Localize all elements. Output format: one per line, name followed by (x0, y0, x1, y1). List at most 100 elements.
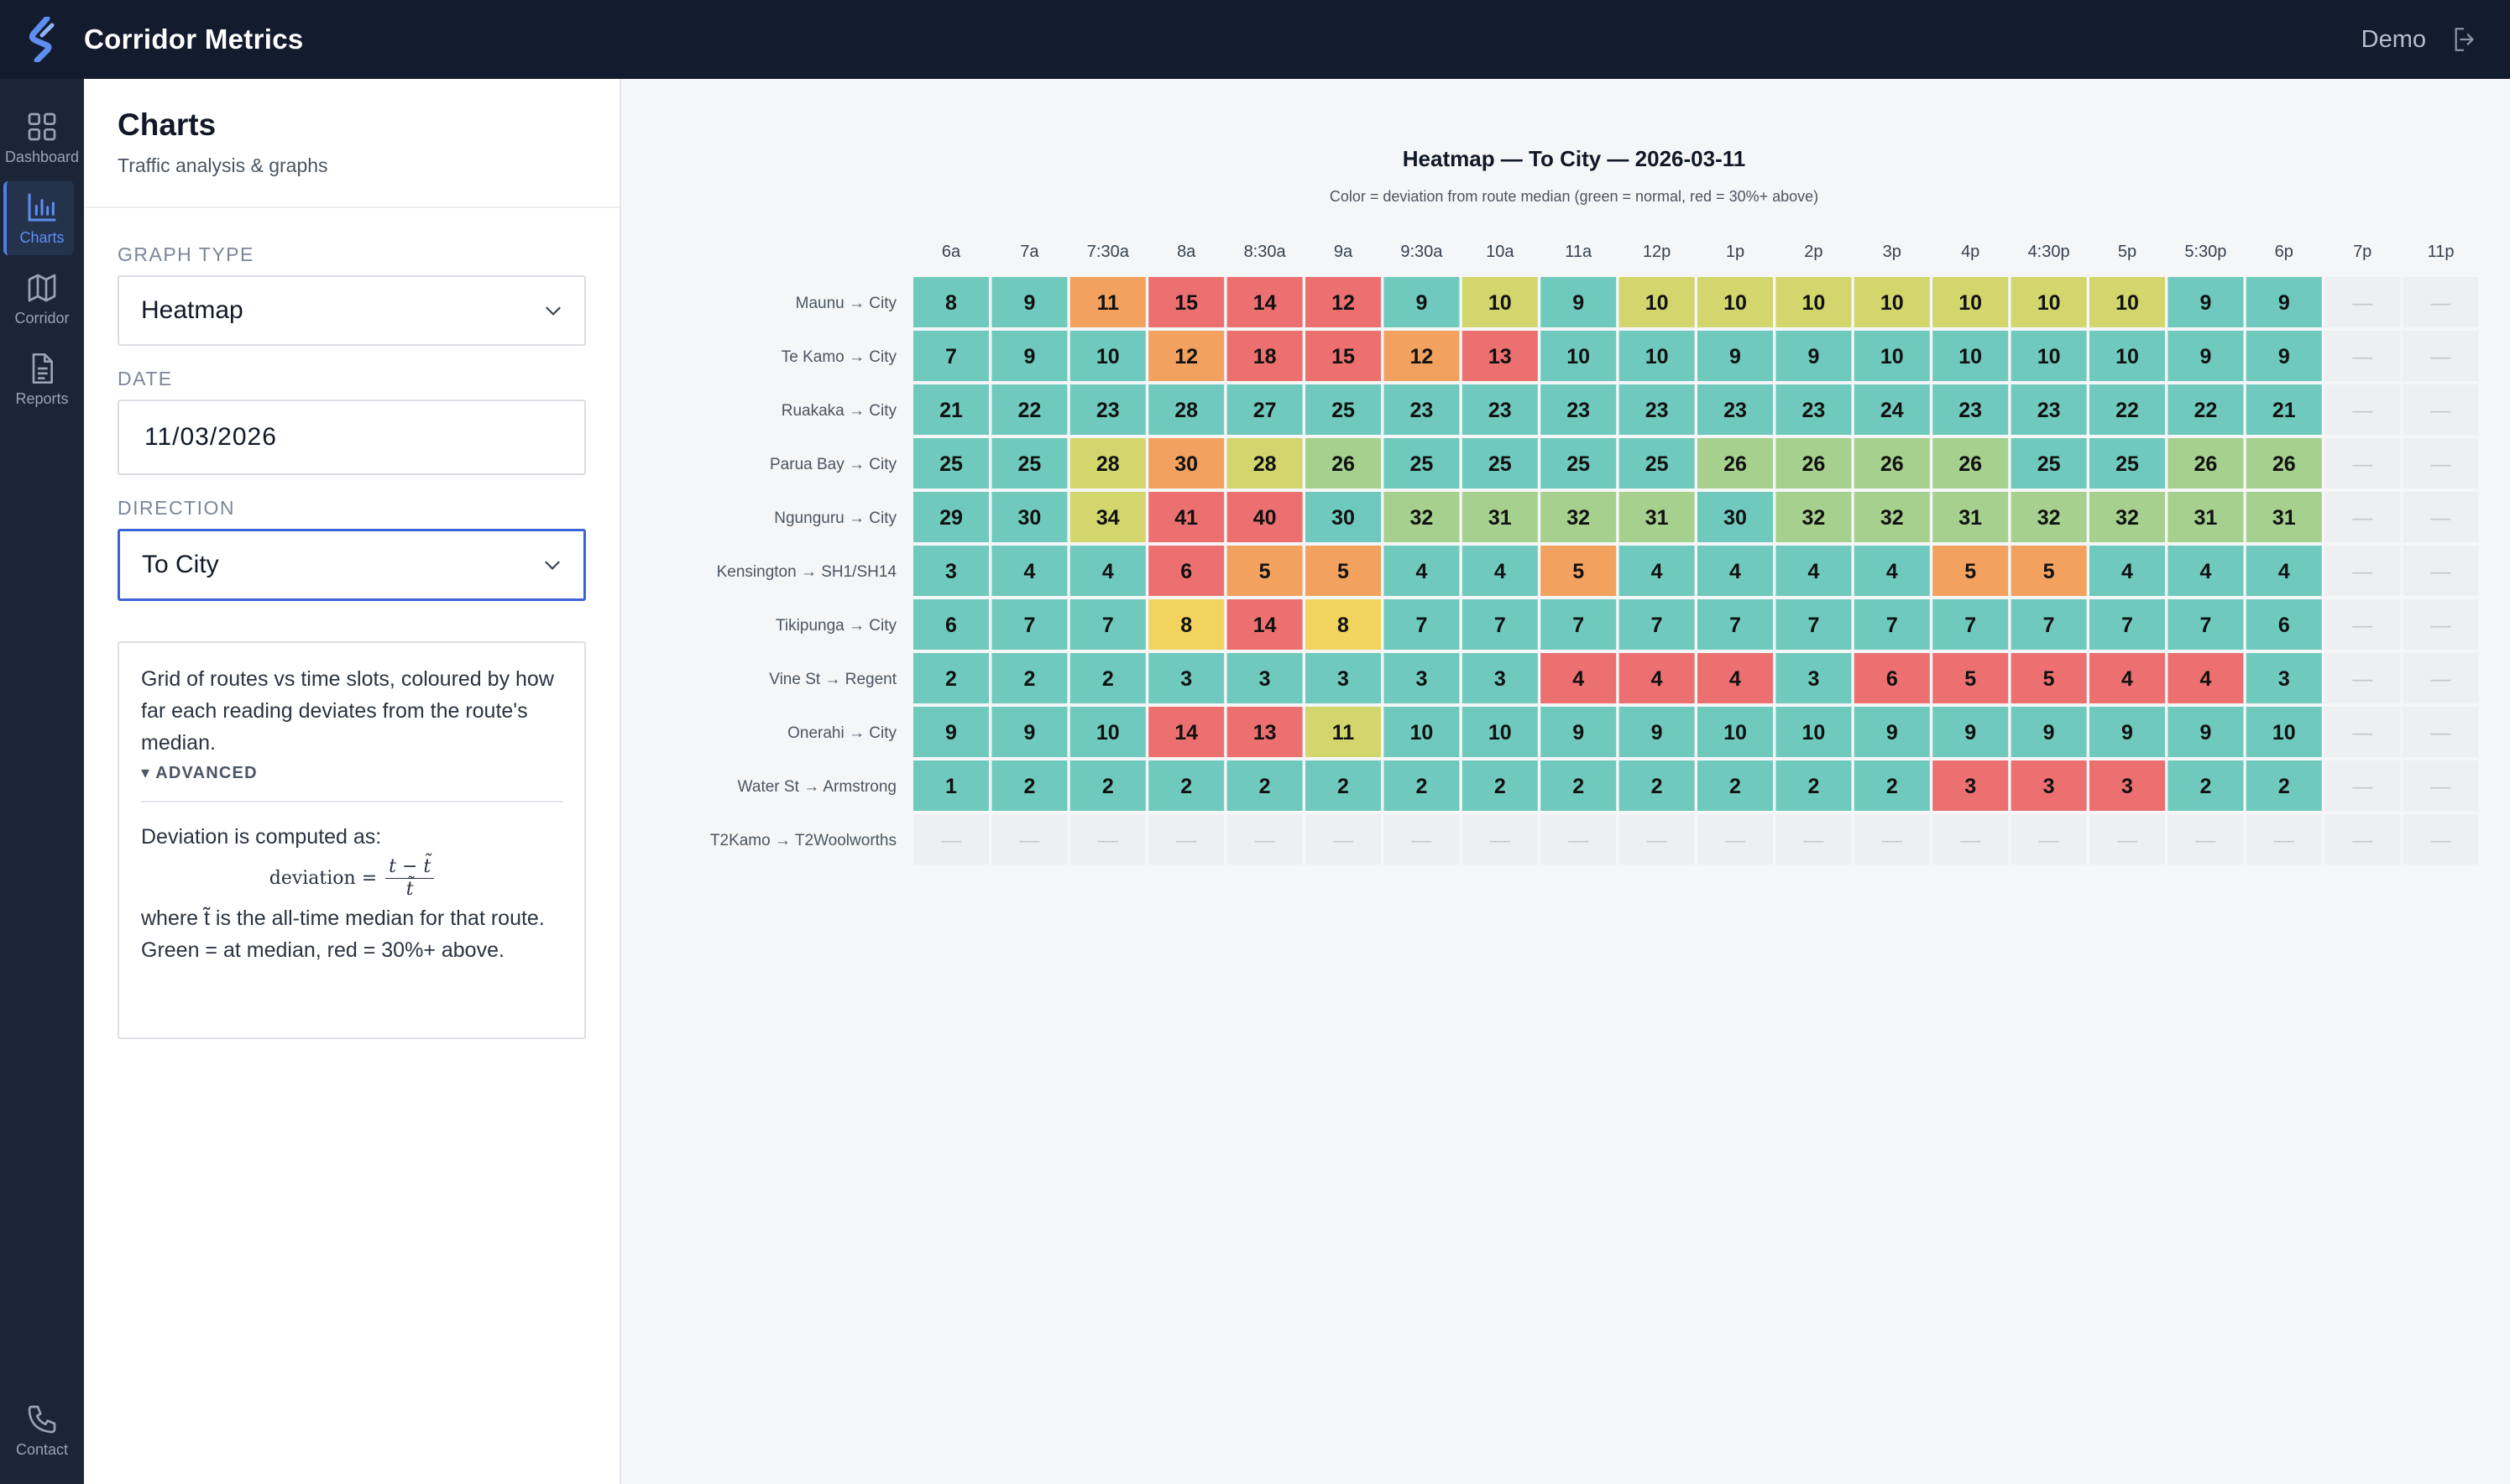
heatmap-cell (2167, 384, 2244, 435)
cell-value: 23 (1096, 399, 1120, 422)
heatmap-cell (1540, 760, 1617, 811)
app-logo-icon[interactable] (25, 17, 62, 62)
row-label: Water St → Armstrong (738, 778, 897, 796)
divider (141, 801, 562, 802)
column-label: 3p (1883, 243, 1901, 261)
heatmap-cell (1148, 331, 1225, 381)
heatmap-cell (913, 546, 989, 596)
cell-value: — (2431, 292, 2451, 315)
cell-value: 2 (1180, 775, 1192, 798)
heatmap-cell (2167, 546, 2244, 596)
graph-type-value: Heatmap (141, 296, 243, 324)
cell-value: — (2039, 829, 2059, 852)
cell-value: — (1176, 829, 1196, 852)
heatmap-cell (991, 492, 1068, 542)
cell-value: — (2352, 400, 2372, 422)
cell-value: 25 (1645, 452, 1669, 476)
row-label: Maunu → City (796, 295, 897, 312)
heatmap-cell (2011, 760, 2087, 811)
column-label: 4p (1961, 243, 1979, 261)
cell-value: 3 (1415, 667, 1427, 691)
heatmap-cell (1697, 331, 1773, 381)
heatmap-cell (2246, 438, 2322, 489)
cell-value: 15 (1174, 291, 1198, 315)
heatmap-cell (1148, 384, 1225, 435)
nav-item-contact[interactable]: Contact (0, 1393, 84, 1467)
cell-value: 10 (1723, 721, 1747, 745)
cell-value: 14 (1174, 721, 1198, 745)
heatmap-cell (1148, 277, 1225, 327)
cell-value: 3 (945, 560, 957, 583)
cell-value: 31 (2194, 506, 2217, 530)
heatmap-cell (1462, 599, 1538, 650)
deviation-outro: where t̃ is the all-time median for that… (141, 907, 545, 962)
cell-value: 28 (1096, 452, 1120, 476)
nav-item-charts[interactable]: Charts (0, 181, 84, 255)
heatmap-cell (2324, 653, 2401, 703)
cell-value: 41 (1174, 506, 1198, 530)
heatmap-cell (913, 331, 989, 381)
heatmap-cell (2011, 599, 2087, 650)
user-name[interactable]: Demo (2361, 25, 2426, 53)
heatmap-cell (1305, 653, 1381, 703)
graph-type-select[interactable]: Heatmap (118, 275, 586, 346)
cell-value: — (2431, 346, 2451, 368)
date-input[interactable]: 11/03/2026 (118, 400, 586, 475)
nav-label-dashboard: Dashboard (4, 148, 80, 165)
cell-value: 2 (1651, 775, 1663, 798)
cell-value: 13 (1253, 721, 1277, 745)
heatmap-cell (2324, 814, 2401, 865)
heatmap-cell (2324, 331, 2401, 381)
heatmap-cell (1226, 760, 1303, 811)
cell-value: 34 (1096, 506, 1120, 530)
heatmap-cell (1069, 546, 1146, 596)
cell-value: 31 (1645, 506, 1669, 530)
row-label: Kensington → SH1/SH14 (717, 563, 897, 581)
direction-select[interactable]: To City (118, 529, 586, 601)
heatmap-cell (2089, 814, 2165, 865)
heatmap-cell (1462, 760, 1538, 811)
heatmap-cell (1775, 492, 1852, 542)
cell-value: — (2431, 668, 2451, 691)
cell-value: 2 (1102, 667, 1114, 691)
panel-header: Charts Traffic analysis & graphs (84, 79, 620, 208)
advanced-toggle[interactable]: ▾ ADVANCED (141, 764, 258, 782)
heatmap-cell (1383, 492, 1460, 542)
heatmap-cell (1462, 492, 1538, 542)
cell-value: 23 (1723, 399, 1747, 422)
heatmap-cell (2403, 384, 2479, 435)
cell-value: 2 (1259, 775, 1271, 798)
heatmap-cell (991, 599, 1068, 650)
heatmap-cell (2403, 331, 2479, 381)
chart-subtitle: Color = deviation from route median (gre… (1329, 188, 1819, 205)
heatmap-cell (2089, 599, 2165, 650)
nav-item-dashboard[interactable]: Dashboard (0, 101, 84, 175)
heatmap-cell (1697, 384, 1773, 435)
cell-value: 11 (1097, 291, 1120, 315)
nav-item-corridor[interactable]: Corridor (0, 262, 84, 336)
cell-value: 10 (2115, 345, 2139, 368)
cell-value: — (2352, 346, 2372, 368)
cell-value: 6 (1180, 560, 1192, 583)
heatmap-cell (1932, 653, 2009, 703)
page-title: Charts (118, 107, 217, 142)
cell-value: 25 (1331, 399, 1355, 422)
phone-icon (28, 1405, 56, 1433)
heatmap-cell (1540, 384, 1617, 435)
heatmap-cell (1226, 384, 1303, 435)
cell-value: 3 (2043, 775, 2055, 798)
heatmap-cell (1697, 599, 1773, 650)
cell-value: 26 (1331, 452, 1355, 476)
nav-item-reports[interactable]: Reports (0, 342, 84, 416)
cell-value: 6 (945, 614, 957, 637)
heatmap-cell (1305, 707, 1381, 757)
cell-value: — (2352, 507, 2372, 530)
cell-value: — (1333, 829, 1353, 852)
cell-value: 9 (1415, 291, 1427, 315)
cell-value: 10 (1958, 345, 1982, 368)
chart-title: Heatmap — To City — 2026-03-11 (1402, 146, 1746, 171)
heatmap-cell (2167, 492, 2244, 542)
cell-value: 10 (1566, 345, 1590, 368)
cell-value: — (2352, 722, 2372, 745)
logout-icon[interactable] (2451, 25, 2480, 54)
